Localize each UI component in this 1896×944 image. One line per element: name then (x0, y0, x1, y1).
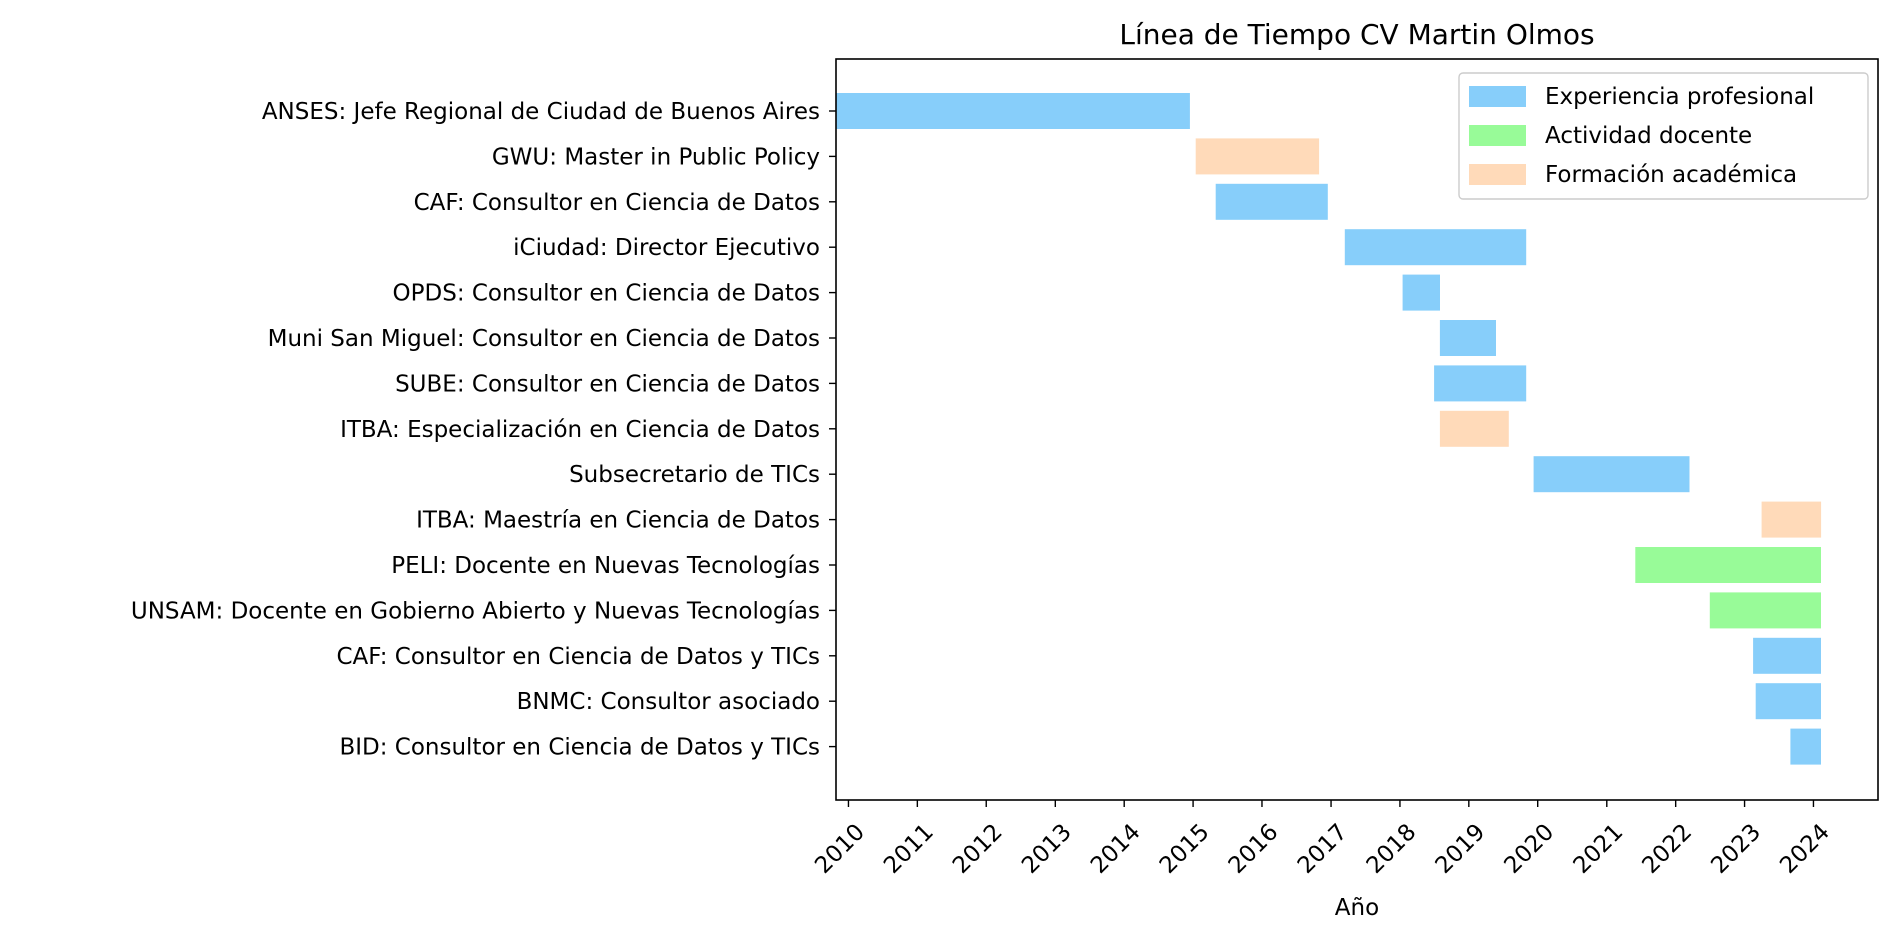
x-tick-label: 2014 (1086, 819, 1146, 879)
timeline-bar (1790, 728, 1821, 765)
y-tick-label: BID: Consultor en Ciencia de Datos y TIC… (339, 735, 820, 761)
x-tick-label: 2017 (1293, 819, 1353, 879)
x-tick-label: 2023 (1706, 819, 1766, 879)
y-tick-label: Muni San Miguel: Consultor en Ciencia de… (268, 326, 820, 352)
legend-box (1458, 72, 1869, 200)
y-tick-label: GWU: Master in Public Policy (492, 144, 820, 170)
timeline-bar (836, 93, 1190, 129)
plot-frame (835, 58, 1879, 801)
x-tick-label: 2015 (1155, 819, 1215, 879)
legend-label: Experiencia profesional (1545, 84, 1814, 110)
timeline-bar (1709, 592, 1821, 629)
x-axis-label: Año (1335, 895, 1379, 921)
y-tick-label: PELI: Docente en Nuevas Tecnologías (391, 553, 820, 579)
timeline-bar (1635, 547, 1821, 583)
timeline-bar (1402, 274, 1440, 311)
y-tick-label: OPDS: Consultor en Ciencia de Datos (393, 281, 820, 307)
x-tick-label: 2018 (1362, 819, 1422, 879)
y-tick-label: CAF: Consultor en Ciencia de Datos (414, 190, 820, 216)
x-tick-label: 2024 (1775, 819, 1835, 879)
y-tick-label: iCiudad: Director Ejecutivo (513, 235, 820, 261)
bars-layer (836, 93, 1822, 765)
legend-swatch (1469, 125, 1526, 146)
y-tick-labels: ANSES: Jefe Regional de Ciudad de Buenos… (131, 99, 836, 761)
timeline-bar (1439, 320, 1496, 356)
timeline-bar (1215, 183, 1328, 220)
y-tick-label: UNSAM: Docente en Gobierno Abierto y Nue… (131, 598, 820, 624)
legend-label: Formación académica (1545, 162, 1797, 188)
legend-swatch (1469, 86, 1526, 107)
timeline-bar (1195, 138, 1320, 175)
timeline-bar (1434, 365, 1527, 402)
x-tick-label: 2013 (1017, 819, 1077, 879)
y-tick-label: CAF: Consultor en Ciencia de Datos y TIC… (336, 644, 820, 670)
x-tick-label: 2020 (1499, 819, 1559, 879)
legend-label: Actividad docente (1545, 123, 1752, 149)
timeline-bar (1761, 501, 1822, 538)
x-tick-label: 2019 (1431, 819, 1491, 879)
y-tick-label: ANSES: Jefe Regional de Ciudad de Buenos… (262, 99, 820, 125)
y-tick-label: ITBA: Maestría en Ciencia de Datos (416, 508, 820, 534)
y-tick-label: BNMC: Consultor asociado (517, 689, 820, 715)
y-tick-label: Subsecretario de TICs (569, 462, 820, 488)
x-tick-label: 2010 (810, 819, 870, 879)
x-tick-label: 2022 (1637, 819, 1697, 879)
chart-title: Línea de Tiempo CV Martin Olmos (1119, 18, 1594, 51)
legend: Experiencia profesional Actividad docente… (1458, 72, 1869, 200)
x-tick-label: 2016 (1224, 819, 1284, 879)
x-axis: 2010 2011 2012 2013 2014 2015 2016 2017 2018 2019… (810, 800, 1835, 879)
y-tick-label: SUBE: Consultor en Ciencia de Datos (395, 371, 820, 397)
timeline-bar (1344, 229, 1527, 266)
x-tick-label: 2011 (879, 819, 939, 879)
x-tick-label: 2021 (1569, 819, 1629, 879)
x-tick-label: 2012 (948, 819, 1008, 879)
timeline-bar (1533, 456, 1690, 493)
y-tick-label: ITBA: Especialización en Ciencia de Dato… (340, 417, 820, 443)
timeline-bar (1755, 683, 1821, 720)
timeline-bar (1439, 410, 1509, 447)
legend-swatch (1469, 164, 1526, 185)
timeline-bar (1753, 637, 1821, 674)
